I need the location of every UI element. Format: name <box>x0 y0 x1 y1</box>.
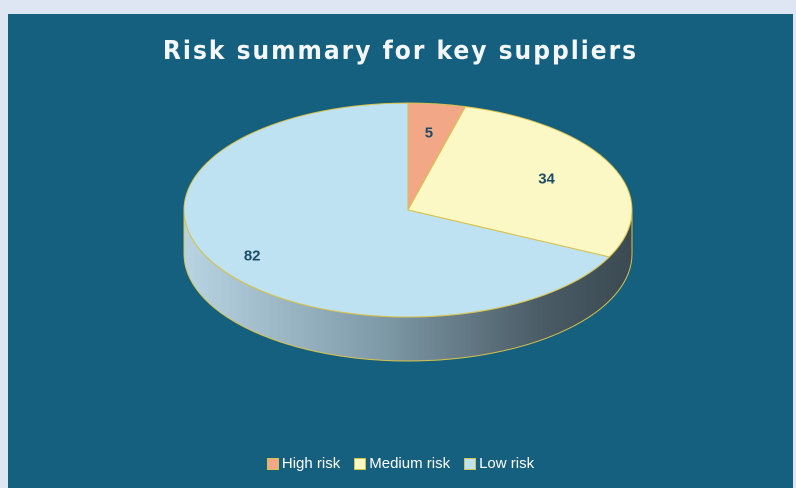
pie-data-labels: 5 34 82 <box>244 125 556 265</box>
data-label-medium-risk: 34 <box>538 171 555 188</box>
legend: High risk Medium risk Low risk <box>8 455 793 472</box>
pie-slice-medium-risk <box>407 106 633 258</box>
legend-swatch-low-risk <box>464 457 477 470</box>
pie-top-face <box>183 102 633 318</box>
data-label-high-risk: 5 <box>425 125 433 142</box>
legend-label-low-risk: Low risk <box>479 455 535 472</box>
legend-label-medium-risk: Medium risk <box>369 455 451 472</box>
pie-slice-low-risk <box>183 102 611 318</box>
legend-swatch-medium-risk <box>354 457 367 470</box>
chart-title: Risk summary for key suppliers <box>162 36 639 66</box>
chart-panel: Risk summary for key suppliers 5 34 82 Hig… <box>8 14 793 488</box>
legend-item-high-risk: High risk <box>266 455 341 472</box>
legend-label-high-risk: High risk <box>281 455 341 472</box>
legend-item-low-risk: Low risk <box>464 455 534 472</box>
pie-chart: 5 34 82 <box>183 102 633 362</box>
legend-item-medium-risk: Medium risk <box>354 455 450 472</box>
data-label-low-risk: 82 <box>244 247 261 264</box>
legend-swatch-high-risk <box>266 457 279 470</box>
